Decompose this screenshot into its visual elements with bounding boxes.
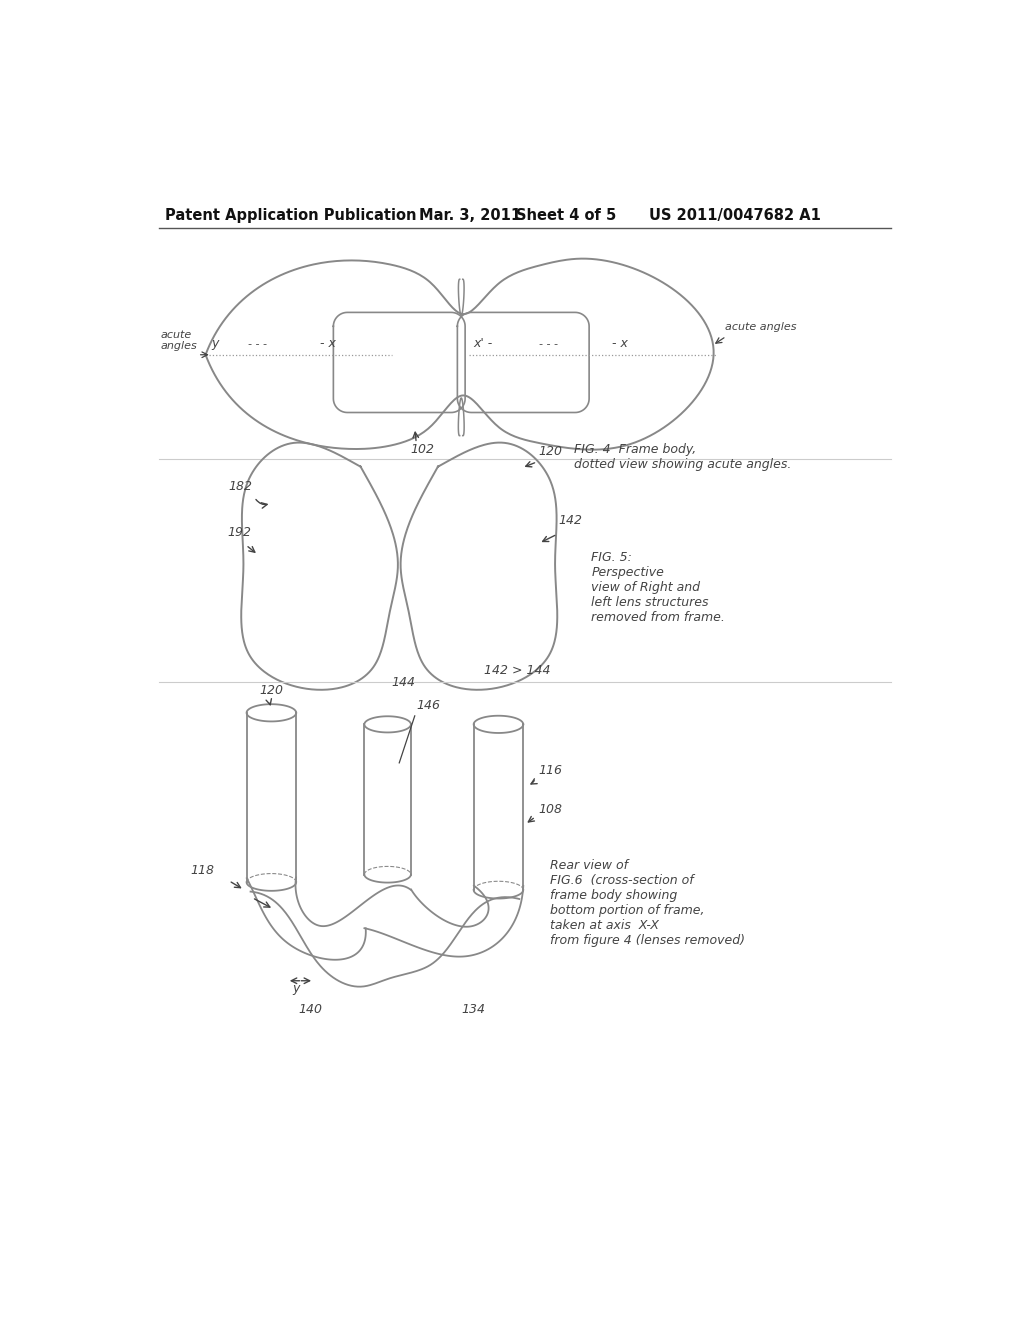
Text: - - -: - - -: [539, 339, 558, 348]
Text: 142: 142: [558, 515, 582, 527]
Text: 192: 192: [227, 525, 251, 539]
Text: acute: acute: [161, 330, 191, 339]
Text: acute angles: acute angles: [725, 322, 797, 333]
Text: 102: 102: [411, 444, 435, 457]
Text: x' -: x' -: [473, 337, 493, 350]
Text: 108: 108: [539, 803, 563, 816]
Text: - - -: - - -: [248, 339, 267, 348]
Text: y: y: [292, 982, 300, 995]
Text: 120: 120: [539, 445, 563, 458]
Text: Rear view of
FIG.6  (cross-section of
frame body showing
bottom portion of frame: Rear view of FIG.6 (cross-section of fra…: [550, 859, 745, 948]
Text: Sheet 4 of 5: Sheet 4 of 5: [515, 207, 615, 223]
Text: - x: - x: [612, 337, 629, 350]
Text: US 2011/0047682 A1: US 2011/0047682 A1: [649, 207, 820, 223]
Text: 182: 182: [228, 479, 253, 492]
Text: 134: 134: [461, 1003, 485, 1016]
Text: FIG. 4  Frame body,
dotted view showing acute angles.: FIG. 4 Frame body, dotted view showing a…: [573, 444, 791, 471]
Text: angles: angles: [161, 341, 198, 351]
Text: 144: 144: [391, 676, 416, 689]
Text: 142 > 144: 142 > 144: [484, 664, 551, 677]
Text: 146: 146: [417, 700, 440, 711]
Text: 116: 116: [539, 764, 563, 777]
Text: 120: 120: [260, 684, 284, 697]
Text: 118: 118: [190, 865, 214, 878]
Text: - x: - x: [321, 337, 336, 350]
Text: 140: 140: [299, 1003, 323, 1016]
Text: Mar. 3, 2011: Mar. 3, 2011: [419, 207, 521, 223]
Text: FIG. 5:
Perspective
view of Right and
left lens structures
removed from frame.: FIG. 5: Perspective view of Right and le…: [592, 552, 725, 624]
Text: Patent Application Publication: Patent Application Publication: [165, 207, 417, 223]
Text: y: y: [212, 337, 219, 350]
